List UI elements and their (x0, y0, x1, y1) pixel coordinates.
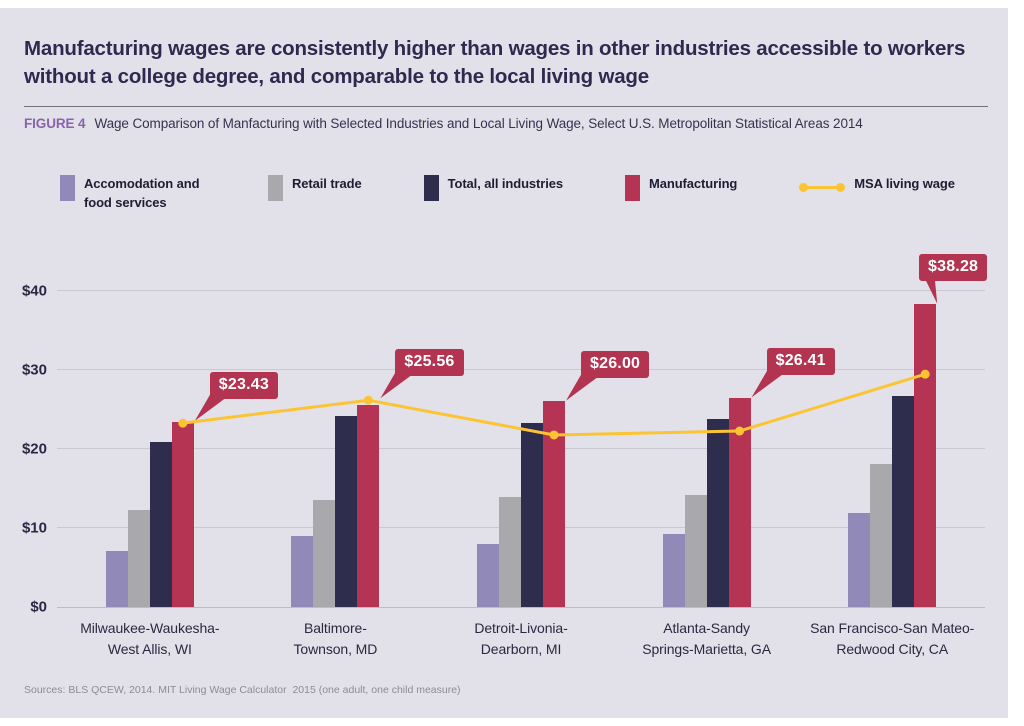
report-card: Manufacturing wages are consistently hig… (0, 8, 1008, 718)
bar-manufacturing (357, 404, 380, 607)
legend-item-total-all-industries: Total, all industries (423, 175, 564, 201)
wage-line-point (735, 426, 745, 436)
data-label-callout: $26.41 (766, 348, 835, 376)
bar-accomodation-and-food-services (848, 512, 871, 607)
retail-trade-swatch-icon (268, 175, 283, 201)
legend: Accomodation and food services Retail tra… (24, 175, 988, 213)
figure-label: FIGURE 4 (24, 116, 86, 131)
data-label-callout: $38.28 (919, 254, 988, 282)
wage-line-svg (178, 272, 938, 440)
x-axis-label-line: Baltimore- (303, 619, 367, 636)
wage-line-point (920, 369, 930, 379)
total-all-industries-swatch-icon (423, 175, 439, 201)
x-axis-labels: Milwaukee-Waukesha- West Allis, WI Baltimo… (57, 618, 985, 664)
legend-item-accomodation-and-food-services: Accomodation and food services (60, 175, 206, 213)
bar-retail-trade (499, 496, 521, 607)
x-axis-label-line: West Allis, WI (107, 640, 192, 657)
figure-caption-text: Wage Comparison of Manfacturing with Sel… (94, 116, 863, 131)
legend-item-label: Total, all industries (447, 176, 564, 191)
figure-rule (24, 106, 988, 107)
gridline (57, 368, 985, 370)
x-axis-label-san-francisco-san-mateo-redwood-city-ca: San Francisco-San Mateo- Redwood City, CA (772, 618, 1012, 660)
legend-item-label: MSA living wage (854, 176, 955, 191)
data-label-callout: $23.43 (209, 371, 278, 399)
bar-manufacturing (543, 401, 565, 607)
bar-accomodation-and-food-services (105, 551, 128, 607)
chart-headline: Manufacturing wages are consistently hig… (24, 37, 966, 88)
x-axis-label-line: San Francisco-San Mateo- (810, 619, 975, 636)
sources-note: Sources: BLS QCEW, 2014. MIT Living Wage… (24, 683, 461, 696)
msa-living-wage-line-icon (799, 175, 846, 201)
gridline (57, 289, 985, 291)
wage-line-point (363, 395, 373, 405)
x-axis-label-baltimore-townson-md: Baltimore- Townson, MD (215, 618, 455, 660)
legend-line-dot (799, 183, 809, 192)
bar-accomodation-and-food-services (291, 535, 314, 607)
y-axis-tick-label: $40 (21, 282, 47, 300)
y-axis-tick-label: $20 (21, 440, 47, 458)
x-axis-label-atlanta-sandy-springs-marietta-ga: Atlanta-Sandy Springs-Marietta, GA (587, 618, 827, 660)
x-axis-label-line: Redwood City, CA (836, 640, 949, 657)
legend-item-label: Retail trade (292, 176, 362, 191)
msa-living-wage-line (182, 372, 926, 437)
legend-line (802, 186, 843, 189)
bar-accomodation-and-food-services (477, 543, 499, 607)
figure-caption: FIGURE 4 Wage Comparison of Manfacturing … (24, 116, 988, 131)
bar-total-all-industries (892, 395, 915, 607)
y-axis-tick-label: $10 (21, 519, 47, 537)
legend-item-label: Manufacturing (649, 176, 738, 191)
x-axis-label-line: Detroit-Livonia- (474, 619, 568, 636)
bar-retail-trade (684, 495, 707, 607)
x-axis-label-detroit-livonia-dearborn-mi: Detroit-Livonia- Dearborn, MI (401, 618, 641, 660)
bar-manufacturing (171, 421, 194, 607)
x-axis-label-milwaukee-waukesha-west-allis-wi: Milwaukee-Waukesha- West Allis, WI (30, 618, 270, 660)
bar-retail-trade (313, 500, 336, 607)
legend-item-msa-living-wage: MSA living wage (799, 175, 955, 201)
bar-accomodation-and-food-services (662, 534, 685, 607)
bar-total-all-industries (335, 415, 358, 607)
bar-retail-trade (127, 509, 150, 607)
bar-retail-trade (870, 463, 893, 607)
x-axis-label-line: Milwaukee-Waukesha- (80, 619, 220, 636)
legend-item-retail-trade: Retail trade (268, 175, 362, 201)
data-label-callout: $26.00 (581, 351, 650, 379)
bar-total-all-industries (521, 423, 543, 607)
plot-area: $0 $10 $20 $30 $40 $23.43 $25.56 $26.00 $26.41 $3… (22, 252, 988, 615)
manufacturing-swatch-icon (625, 175, 641, 201)
y-axis-tick-label: $30 (21, 361, 47, 379)
x-axis-label-line: Dearborn, MI (480, 640, 562, 657)
x-axis-label-line: Atlanta-Sandy (663, 619, 750, 636)
legend-line-dot (836, 183, 846, 192)
data-label-callout: $25.56 (395, 348, 464, 376)
wage-line-point (549, 430, 559, 440)
bar-total-all-industries (149, 441, 172, 607)
accomodation-and-food-services-swatch-icon (60, 175, 75, 201)
bar-manufacturing (914, 304, 937, 607)
legend-item-manufacturing: Manufacturing (625, 175, 737, 201)
bar-manufacturing (728, 398, 751, 607)
y-axis-tick-label: $0 (30, 598, 47, 616)
legend-item-label: Accomodation and food services (84, 176, 200, 210)
bar-total-all-industries (706, 418, 729, 607)
wage-line-point (178, 418, 188, 428)
x-axis-label-line: Springs-Marietta, GA (642, 640, 771, 657)
x-axis-label-line: Townson, MD (293, 640, 378, 657)
